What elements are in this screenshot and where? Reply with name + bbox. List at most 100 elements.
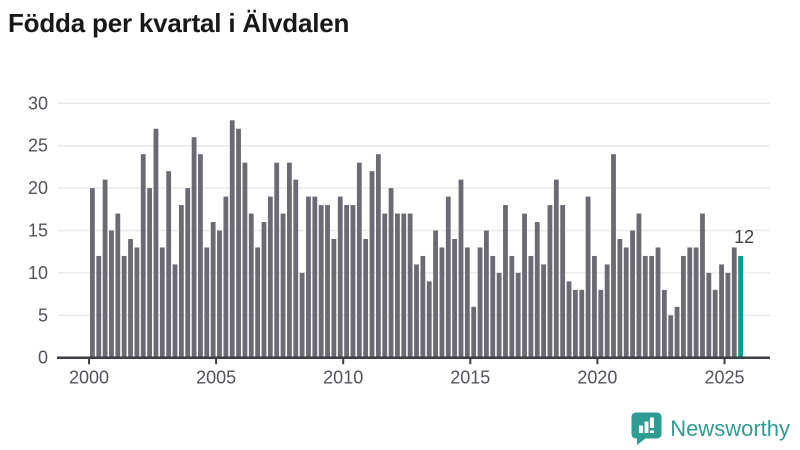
bar: [274, 162, 280, 358]
bar: [96, 255, 102, 358]
y-tick-label: 30: [28, 93, 48, 113]
bar: [172, 264, 178, 358]
bar: [312, 196, 318, 358]
bar: [579, 289, 585, 358]
newsworthy-logo[interactable]: Newsworthy: [631, 412, 790, 445]
y-tick-label: 10: [28, 263, 48, 283]
bar: [471, 306, 477, 358]
bar: [109, 230, 114, 358]
bar: [159, 247, 165, 358]
bar: [636, 213, 642, 358]
bar: [90, 188, 95, 358]
bar: [719, 264, 724, 358]
newsworthy-icon: [631, 412, 662, 445]
bar: [553, 179, 559, 358]
bar: [414, 264, 419, 358]
bar: [687, 247, 693, 358]
bar: [630, 230, 635, 358]
y-tick-label: 0: [38, 348, 48, 368]
x-tick-label: 2020: [577, 368, 617, 388]
bar: [293, 179, 299, 358]
bar: [210, 222, 216, 358]
bar: [223, 196, 229, 358]
bar: [617, 238, 623, 358]
bar: [140, 154, 146, 358]
bar: [401, 213, 407, 358]
bar: [566, 281, 572, 358]
bar: [464, 247, 470, 358]
bar: [261, 222, 267, 358]
bar: [420, 255, 426, 358]
bar: [674, 306, 680, 358]
bar: [344, 205, 349, 358]
x-tick-label: 2005: [196, 368, 236, 388]
y-tick-label: 15: [28, 221, 48, 241]
bar: [375, 154, 381, 358]
bar: [147, 188, 152, 358]
x-tick-label: 2015: [450, 368, 490, 388]
x-tick-label: 2025: [704, 368, 744, 388]
bar: [350, 205, 356, 358]
bar: [592, 255, 597, 358]
bar: [382, 213, 388, 358]
bar: [388, 188, 394, 358]
bar: [515, 272, 521, 358]
bar: [178, 205, 184, 358]
bar: [693, 247, 699, 358]
y-tick-label: 5: [38, 305, 48, 325]
bar: [363, 238, 369, 358]
bar: [623, 247, 629, 358]
bar: [572, 289, 578, 358]
bar: [433, 230, 438, 358]
bar: [185, 188, 191, 358]
bar: [287, 162, 292, 358]
bar: [229, 120, 235, 358]
bar: [121, 255, 127, 358]
x-tick-label: 2000: [69, 368, 109, 388]
bar: [642, 255, 648, 358]
highlight-bar: [738, 255, 744, 358]
bar: [198, 154, 203, 358]
bar: [534, 222, 540, 358]
bar: [547, 205, 553, 358]
bar: [496, 272, 502, 358]
bar: [700, 213, 705, 358]
bar: [299, 272, 305, 358]
bar: [153, 128, 159, 358]
highlight-value-label: 12: [734, 227, 754, 247]
bar: [668, 315, 674, 358]
bar: [337, 196, 343, 358]
bar: [191, 137, 197, 358]
bar: [439, 247, 445, 358]
bar: [706, 272, 712, 358]
bar: [395, 213, 400, 358]
bar: [236, 128, 241, 358]
bar: [445, 196, 451, 358]
bar: [503, 205, 508, 358]
bar: [318, 205, 324, 358]
bar: [255, 247, 261, 358]
bar: [452, 238, 458, 358]
bar: [649, 255, 655, 358]
bar: [560, 205, 566, 358]
bar: [204, 247, 210, 358]
bar: [712, 289, 718, 358]
bar: [611, 154, 616, 358]
bar: [725, 272, 731, 358]
bar: [280, 213, 286, 358]
bar: [484, 230, 489, 358]
bar: [242, 162, 248, 358]
bar: [522, 213, 527, 358]
bar: [661, 289, 667, 358]
bar: [585, 196, 591, 358]
bar: [655, 247, 661, 358]
bar: [102, 179, 108, 358]
newsworthy-wordmark: Newsworthy: [670, 415, 790, 441]
x-tick-label: 2010: [323, 368, 363, 388]
bar: [134, 247, 140, 358]
bar: [477, 247, 483, 358]
bar: [217, 230, 222, 358]
y-tick-label: 20: [28, 178, 48, 198]
bar: [426, 281, 432, 358]
